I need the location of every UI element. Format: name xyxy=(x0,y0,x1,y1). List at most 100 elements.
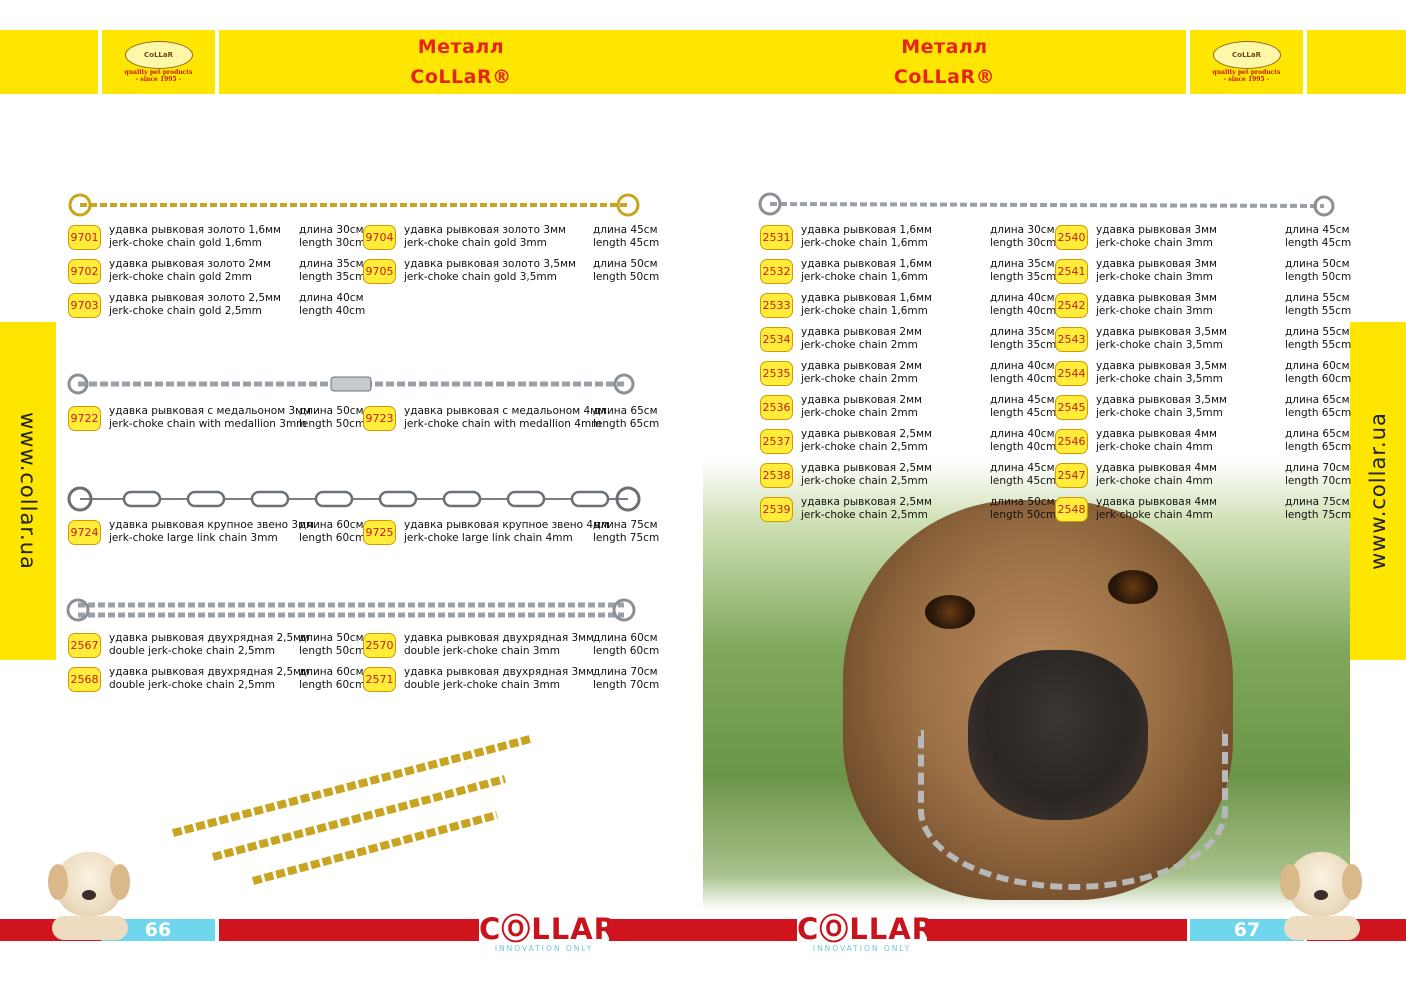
product-code: 2548 xyxy=(1055,497,1088,522)
product-desc: удавка рывковая двухрядная 2,5мм double j… xyxy=(109,632,310,657)
product-desc: удавка рывковая золото 3мм jerk-choke cha… xyxy=(404,224,566,249)
logo-dog-icon: CoLLaR xyxy=(124,41,193,69)
product-code: 2546 xyxy=(1055,429,1088,454)
header-left-strip xyxy=(0,30,98,94)
product-length: длина 50см length 50cm xyxy=(299,632,366,657)
header-logo-left: CoLLaR quality pet products - since 1995… xyxy=(102,30,215,94)
title-line2: CoLLaR® xyxy=(410,66,512,88)
product-length: длина 65см length 65cm xyxy=(1285,428,1352,453)
product-item: 2567 удавка рывковая двухрядная 2,5мм dou… xyxy=(68,631,365,663)
puppy-ear xyxy=(1342,864,1362,900)
brand-logo: CⓄLLAR xyxy=(479,912,618,946)
product-length: длина 35см length 35cm xyxy=(990,326,1057,351)
dog-chain xyxy=(918,730,1228,890)
product-length: длина 45см length 45cm xyxy=(1285,224,1352,249)
puppy-nose xyxy=(82,890,96,900)
footer-brand-left: CⓄLLAR INNOVATION ONLY xyxy=(479,912,618,953)
product-item: 2532 удавка рывковая 1,6мм jerk-choke chai… xyxy=(760,257,1056,289)
product-code: 2539 xyxy=(760,497,793,522)
product-code: 2536 xyxy=(760,395,793,420)
website-label: www.collar.ua xyxy=(16,412,41,570)
brand-tagline: INNOVATION ONLY xyxy=(494,944,594,953)
product-desc: удавка рывковая 3мм jerk-choke chain 3mm xyxy=(1096,258,1217,283)
product-code: 2547 xyxy=(1055,463,1088,488)
product-desc: удавка рывковая 2мм jerk-choke chain 2mm xyxy=(801,360,922,385)
product-code: 2570 xyxy=(363,633,396,658)
product-desc: удавка рывковая 3мм jerk-choke chain 3mm xyxy=(1096,224,1217,249)
product-item: 2538 удавка рывковая 2,5мм jerk-choke chai… xyxy=(760,461,1056,493)
product-item: 9702 удавка рывковая золото 2мм jerk-chok… xyxy=(68,257,365,289)
product-code: 2533 xyxy=(760,293,793,318)
product-code: 9725 xyxy=(363,520,396,545)
logo-tagline: quality pet products xyxy=(124,69,193,76)
puppy-nose xyxy=(1314,890,1328,900)
chain-medallion xyxy=(67,373,635,395)
title-line1: Металл xyxy=(901,36,988,58)
product-code: 9722 xyxy=(68,406,101,431)
product-item: 9725 удавка рывковая крупное звено 4мм je… xyxy=(363,518,659,550)
product-item: 2535 удавка рывковая 2мм jerk-choke chain … xyxy=(760,359,1056,391)
product-item: 2544 удавка рывковая 3,5мм jerk-choke chai… xyxy=(1055,359,1351,391)
product-item: 2546 удавка рывковая 4мм jerk-choke chain … xyxy=(1055,427,1351,459)
product-code: 2534 xyxy=(760,327,793,352)
header-logo-right: CoLLaR quality pet products - since 1995… xyxy=(1190,30,1303,94)
product-desc: удавка рывковая 2,5мм jerk-choke chain 2,… xyxy=(801,496,932,521)
product-desc: удавка рывковая 1,6мм jerk-choke chain 1,… xyxy=(801,224,932,249)
product-length: длина 35см length 35cm xyxy=(990,258,1057,283)
product-desc: удавка рывковая крупное звено 3мм jerk-ch… xyxy=(109,519,314,544)
product-desc: удавка рывковая двухрядная 3мм double jer… xyxy=(404,666,594,691)
chain-double xyxy=(66,598,636,622)
page-number-left: 66 xyxy=(101,919,215,941)
product-length: длина 60см length 60cm xyxy=(299,519,366,544)
product-item: 9703 удавка рывковая золото 2,5мм jerk-ch… xyxy=(68,291,365,323)
dog-eye-left xyxy=(925,595,975,629)
puppy-ear xyxy=(1280,864,1300,900)
product-length: длина 75см length 75cm xyxy=(593,519,660,544)
product-code: 2532 xyxy=(760,259,793,284)
product-code: 2541 xyxy=(1055,259,1088,284)
product-length: длина 75см length 75cm xyxy=(1285,496,1352,521)
website-label: www.collar.ua xyxy=(1366,412,1391,570)
dog-eye-right xyxy=(1108,570,1158,604)
product-desc: удавка рывковая 2,5мм jerk-choke chain 2,… xyxy=(801,428,932,453)
product-item: 2547 удавка рывковая 4мм jerk-choke chain … xyxy=(1055,461,1351,493)
product-length: длина 45см length 45cm xyxy=(990,394,1057,419)
product-item: 2571 удавка рывковая двухрядная 3мм doubl… xyxy=(363,665,659,697)
product-length: длина 50см length 50cm xyxy=(299,405,366,430)
product-code: 9704 xyxy=(363,225,396,250)
footer-bar-right xyxy=(927,919,1187,941)
product-item: 2542 удавка рывковая 3мм jerk-choke chain … xyxy=(1055,291,1351,323)
product-code: 9723 xyxy=(363,406,396,431)
product-desc: удавка рывковая с медальоном 3мм jerk-cho… xyxy=(109,405,311,430)
product-item: 2568 удавка рывковая двухрядная 2,5мм dou… xyxy=(68,665,365,697)
product-length: длина 55см length 55cm xyxy=(1285,326,1352,351)
product-code: 2538 xyxy=(760,463,793,488)
puppy-paws xyxy=(1284,916,1360,940)
product-length: длина 65см length 65cm xyxy=(593,405,660,430)
puppy-ear xyxy=(110,864,130,900)
product-desc: удавка рывковая золото 2,5мм jerk-choke c… xyxy=(109,292,281,317)
product-length: длина 30см length 30cm xyxy=(990,224,1057,249)
product-length: длина 40см length 40cm xyxy=(299,292,366,317)
product-item: 2543 удавка рывковая 3,5мм jerk-choke chai… xyxy=(1055,325,1351,357)
side-tab-right: www.collar.ua xyxy=(1350,322,1406,660)
product-length: длина 50см length 50cm xyxy=(990,496,1057,521)
product-desc: удавка рывковая 2мм jerk-choke chain 2mm xyxy=(801,394,922,419)
dog-photo xyxy=(703,460,1350,910)
product-length: длина 50см length 50cm xyxy=(1285,258,1352,283)
product-code: 2567 xyxy=(68,633,101,658)
product-length: длина 40см length 40cm xyxy=(990,428,1057,453)
logo-tagline: quality pet products xyxy=(1212,69,1281,76)
header-title-right: Металл CoLLaR® xyxy=(703,30,1186,94)
product-desc: удавка рывковая золото 2мм jerk-choke cha… xyxy=(109,258,271,283)
product-desc: удавка рывковая 3,5мм jerk-choke chain 3,… xyxy=(1096,394,1227,419)
product-item: 2540 удавка рывковая 3мм jerk-choke chain … xyxy=(1055,223,1351,255)
product-item: 2570 удавка рывковая двухрядная 3мм doubl… xyxy=(363,631,659,663)
product-length: длина 40см length 40cm xyxy=(990,292,1057,317)
title-line1: Металл xyxy=(417,36,505,58)
product-code: 2568 xyxy=(68,667,101,692)
product-length: длина 70см length 70cm xyxy=(593,666,660,691)
product-desc: удавка рывковая двухрядная 2,5мм double j… xyxy=(109,666,310,691)
chain-large-link xyxy=(67,486,641,512)
side-tab-left: www.collar.ua xyxy=(0,322,56,660)
